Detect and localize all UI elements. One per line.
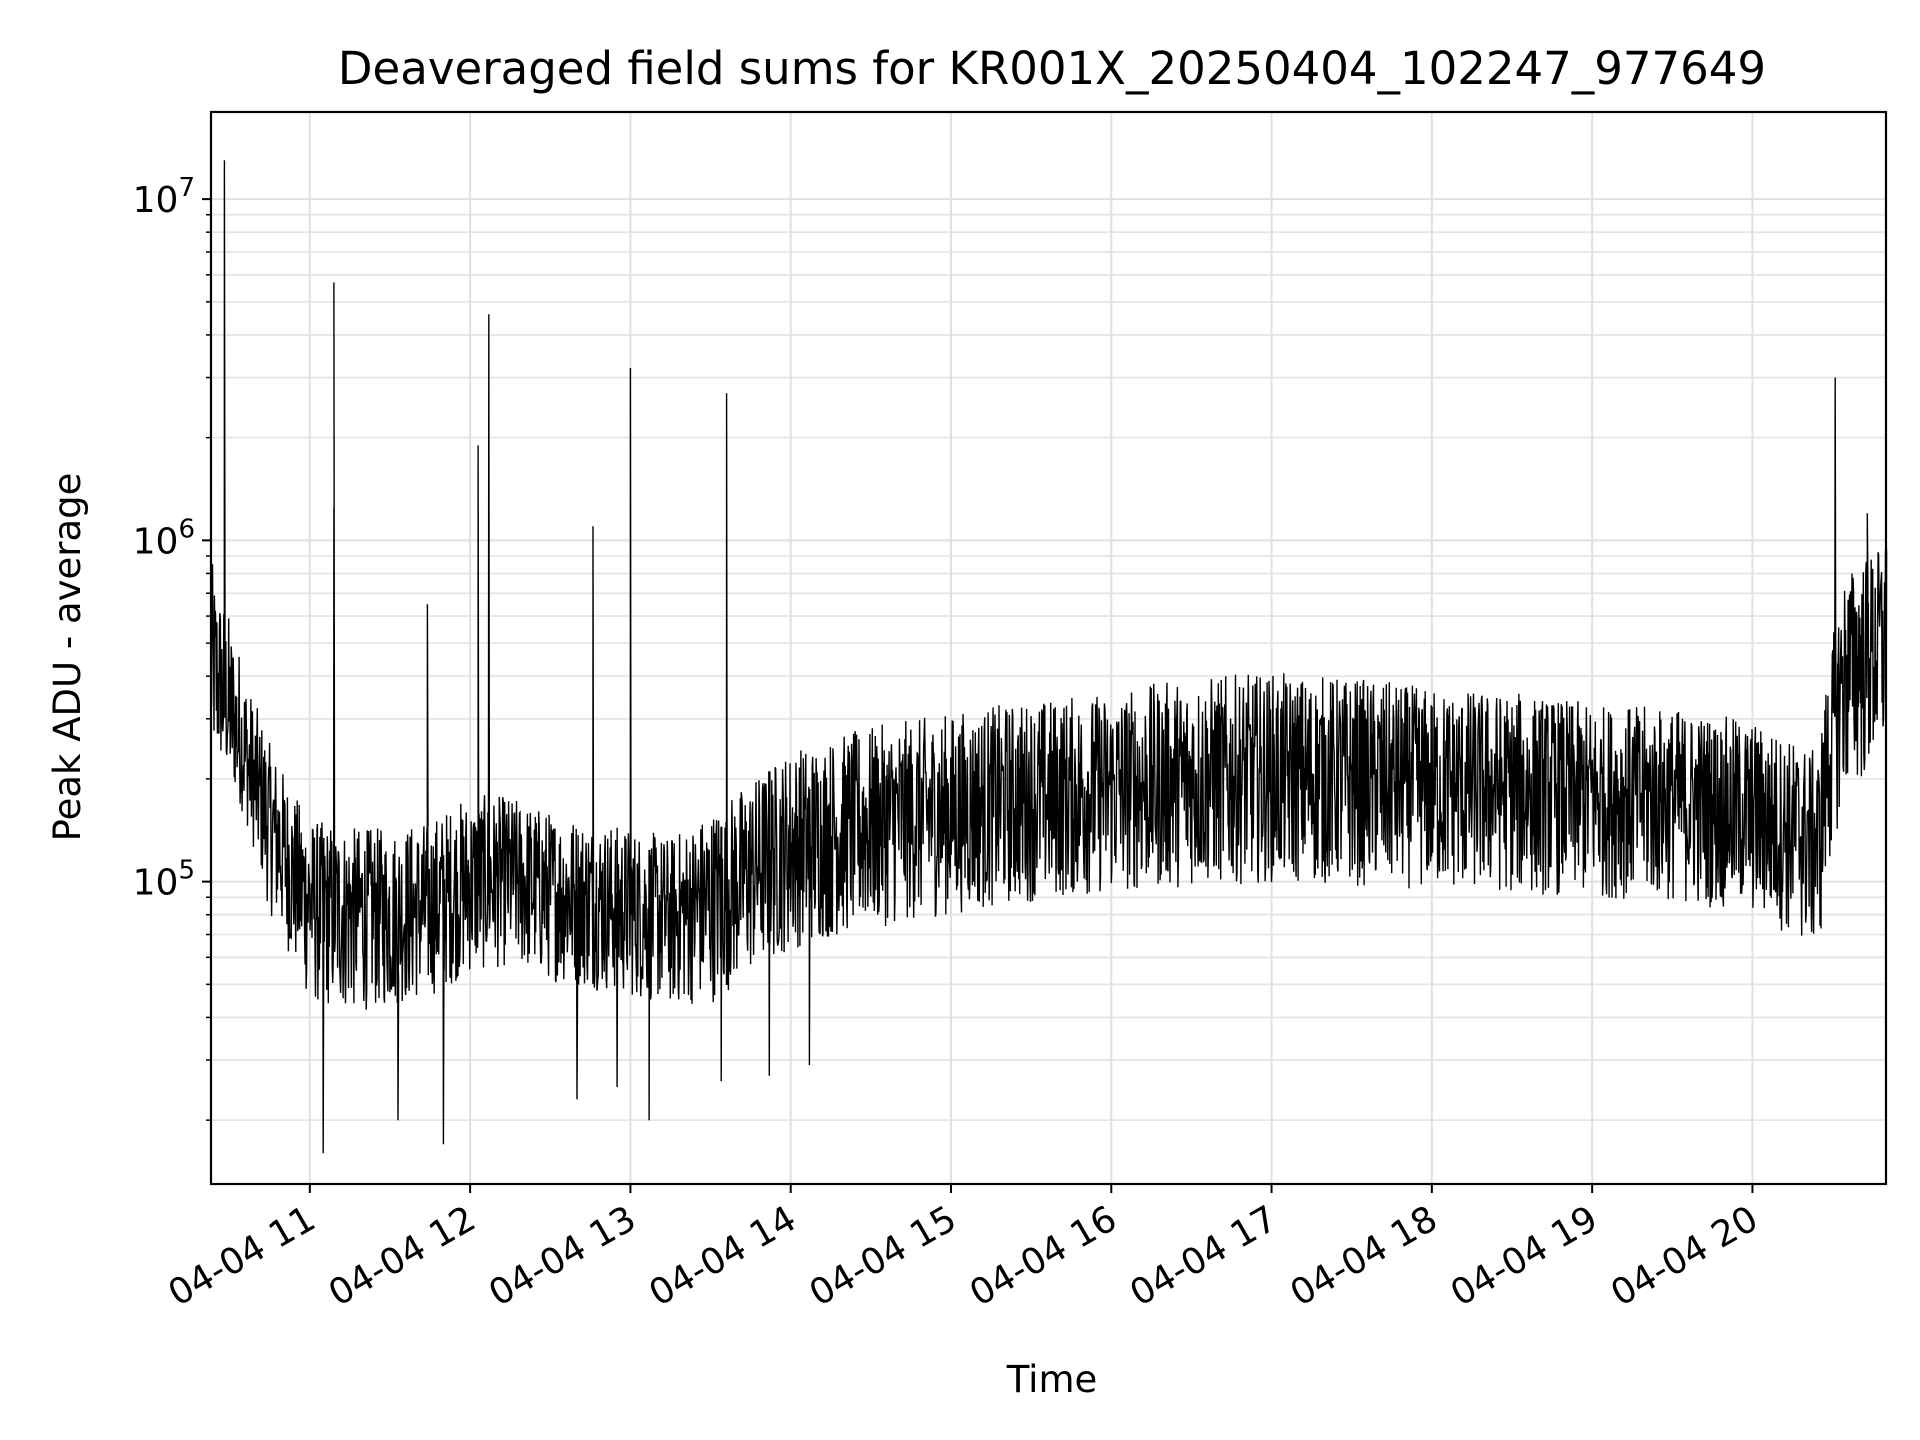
x-axis-label: Time — [1006, 1358, 1098, 1401]
plot-area — [210, 160, 1888, 1154]
chart-title: Deaveraged field sums for KR001X_2025040… — [338, 42, 1766, 95]
data-series-line — [210, 160, 1888, 1154]
y-axis-label: Peak ADU - average — [46, 473, 89, 842]
plot-frame — [209, 110, 1888, 1186]
y-tick-label: 105 — [133, 856, 195, 904]
y-tick-label: 107 — [133, 173, 195, 221]
y-tick-label: 106 — [133, 514, 195, 562]
